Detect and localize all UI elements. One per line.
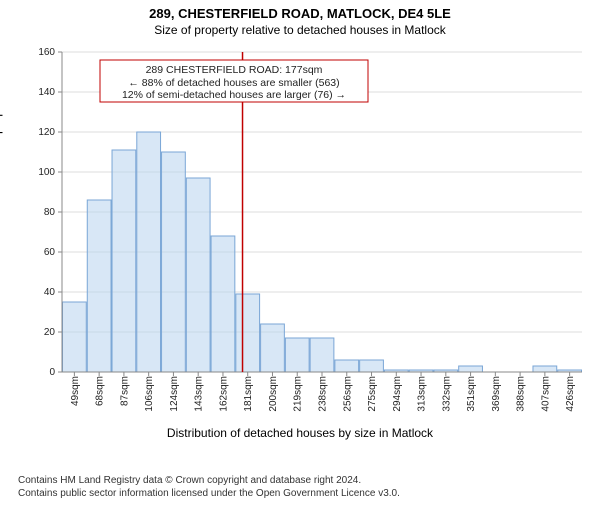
svg-text:388sqm: 388sqm: [516, 376, 527, 412]
bar: [459, 366, 483, 372]
svg-text:160: 160: [38, 47, 55, 58]
svg-text:238sqm: 238sqm: [318, 376, 329, 412]
svg-text:219sqm: 219sqm: [293, 376, 304, 412]
svg-text:369sqm: 369sqm: [491, 376, 502, 412]
svg-text:100: 100: [38, 167, 55, 178]
bar: [335, 360, 359, 372]
svg-text:20: 20: [44, 327, 56, 338]
svg-text:275sqm: 275sqm: [367, 376, 378, 412]
bar: [87, 200, 111, 372]
histogram-chart: 0 20 40 60 80 100 120 140 160 49sqm 68sqm 87sqm 106s…: [0, 46, 600, 446]
footer-line2: Contains public sector information licen…: [18, 487, 400, 500]
svg-text:140: 140: [38, 87, 55, 98]
svg-text:87sqm: 87sqm: [119, 376, 130, 406]
svg-text:407sqm: 407sqm: [540, 376, 551, 412]
svg-text:68sqm: 68sqm: [95, 376, 106, 406]
svg-text:49sqm: 49sqm: [70, 376, 81, 406]
bar: [360, 360, 384, 372]
svg-text:0: 0: [49, 367, 55, 378]
y-axis-label: Number of detached properties: [0, 81, 3, 246]
svg-text:181sqm: 181sqm: [243, 376, 254, 412]
svg-text:162sqm: 162sqm: [218, 376, 229, 412]
svg-text:426sqm: 426sqm: [565, 376, 576, 412]
bar: [186, 178, 210, 372]
svg-text:143sqm: 143sqm: [194, 376, 205, 412]
bar: [63, 302, 87, 372]
x-axis-label: Distribution of detached houses by size …: [0, 426, 600, 440]
bar: [211, 236, 235, 372]
bar: [112, 150, 136, 372]
bar: [261, 324, 285, 372]
svg-text:80: 80: [44, 207, 56, 218]
bar: [162, 152, 186, 372]
bar: [236, 294, 260, 372]
bar: [310, 338, 334, 372]
svg-text:313sqm: 313sqm: [417, 376, 428, 412]
svg-text:120: 120: [38, 127, 55, 138]
page-subtitle: Size of property relative to detached ho…: [0, 23, 600, 37]
svg-text:294sqm: 294sqm: [392, 376, 403, 412]
page-title: 289, CHESTERFIELD ROAD, MATLOCK, DE4 5LE: [0, 6, 600, 21]
svg-text:← 88% of detached houses are s: ← 88% of detached houses are smaller (56…: [128, 77, 339, 89]
svg-text:40: 40: [44, 287, 56, 298]
svg-text:332sqm: 332sqm: [441, 376, 452, 412]
svg-text:256sqm: 256sqm: [342, 376, 353, 412]
svg-text:124sqm: 124sqm: [169, 376, 180, 412]
bar: [285, 338, 309, 372]
chart-container: Number of detached properties 0 20 40 60 80 1…: [0, 46, 600, 446]
footer-line1: Contains HM Land Registry data © Crown c…: [18, 474, 400, 487]
svg-text:12% of semi-detached houses ar: 12% of semi-detached houses are larger (…: [122, 89, 346, 101]
svg-text:200sqm: 200sqm: [268, 376, 279, 412]
svg-text:351sqm: 351sqm: [466, 376, 477, 412]
svg-text:60: 60: [44, 247, 56, 258]
svg-text:289 CHESTERFIELD ROAD: 177sqm: 289 CHESTERFIELD ROAD: 177sqm: [146, 64, 323, 76]
bar: [533, 366, 557, 372]
bar: [137, 132, 161, 372]
svg-text:106sqm: 106sqm: [144, 376, 155, 412]
footer-attribution: Contains HM Land Registry data © Crown c…: [18, 474, 400, 500]
